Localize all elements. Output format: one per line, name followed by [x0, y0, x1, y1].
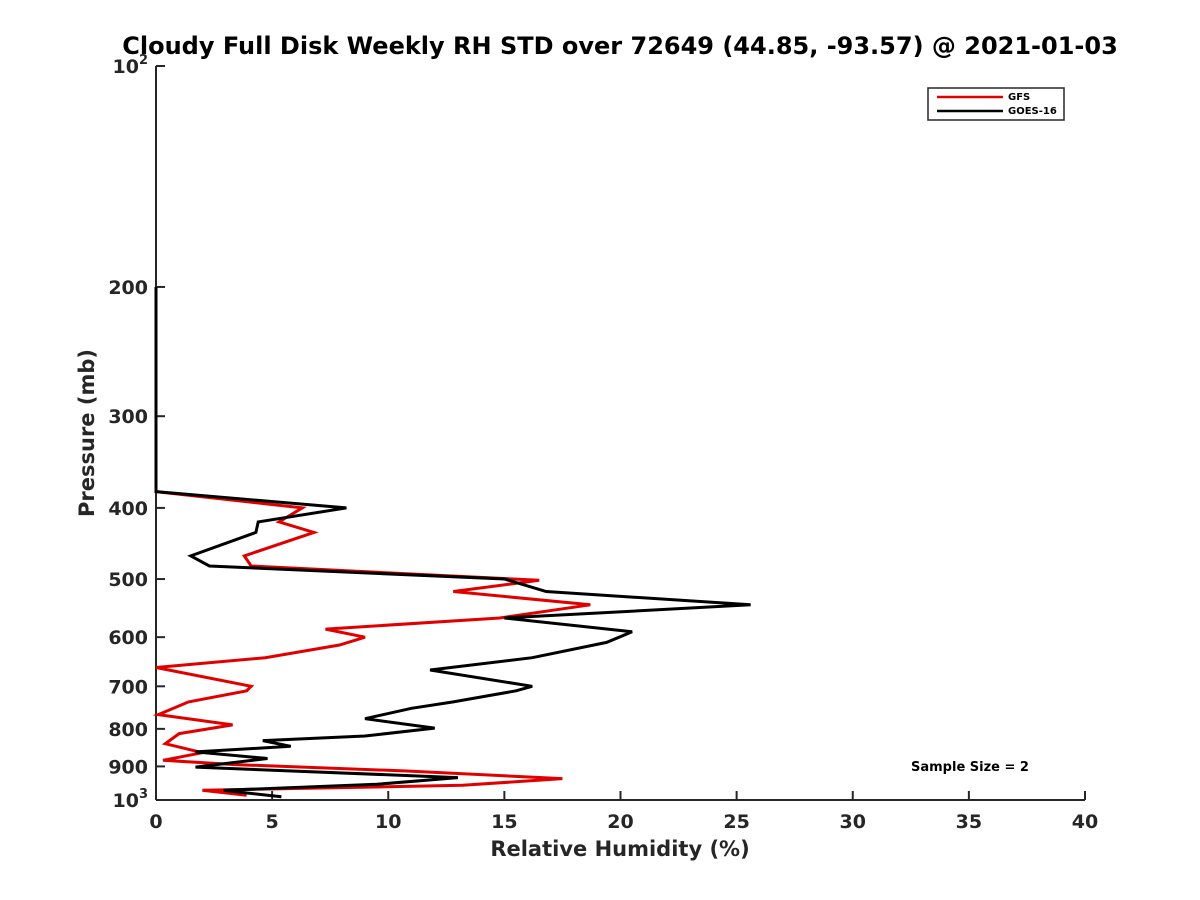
sample-size-annotation: Sample Size = 2 [911, 760, 1029, 775]
legend-label-gfs: GFS [1008, 92, 1030, 103]
y-tick-label-base: 10 [113, 56, 139, 78]
x-axis: 0 5 10 15 20 25 30 35 40 [149, 791, 1098, 833]
series-line-goes-16 [154, 287, 751, 799]
y-tick-label-base: 800 [108, 719, 148, 741]
y-tick-label: 103 [113, 787, 149, 812]
y-tick-label-base: 200 [108, 277, 148, 299]
y-tick-label: 400 [108, 498, 148, 520]
y-tick-label-base: 300 [108, 406, 148, 428]
y-tick-label: 900 [108, 756, 148, 778]
y-tick-label: 500 [108, 569, 148, 591]
x-axis-label: Relative Humidity (%) [490, 837, 749, 861]
y-axis-label: Pressure (mb) [75, 349, 99, 517]
series-layer [152, 287, 751, 799]
y-tick-label-base: 10 [113, 790, 139, 812]
x-tick-label: 15 [491, 811, 517, 833]
legend: GFS GOES-16 [927, 87, 1065, 121]
x-tick-label: 25 [723, 811, 749, 833]
y-tick-label-base: 900 [108, 756, 148, 778]
y-tick-label-base: 500 [108, 569, 148, 591]
y-tick-label: 300 [108, 406, 148, 428]
x-tick-group: 0 5 10 15 20 25 30 35 40 [149, 791, 1098, 833]
x-tick-label: 30 [840, 811, 866, 833]
x-tick-label: 20 [607, 811, 633, 833]
y-tick-label-base: 400 [108, 498, 148, 520]
y-tick-label-exponent: 3 [139, 787, 148, 802]
y-tick-label: 200 [108, 277, 148, 299]
y-tick-label-base: 700 [108, 676, 148, 698]
chart-title: Cloudy Full Disk Weekly RH STD over 7264… [122, 32, 1118, 60]
x-tick-label: 10 [375, 811, 401, 833]
legend-box [927, 87, 1065, 121]
y-tick-label-base: 600 [108, 627, 148, 649]
y-tick-label: 800 [108, 719, 148, 741]
x-tick-label: 35 [956, 811, 982, 833]
y-tick-label: 700 [108, 676, 148, 698]
y-tick-label: 600 [108, 627, 148, 649]
x-tick-label: 5 [266, 811, 279, 833]
y-tick-label-exponent: 2 [139, 53, 148, 68]
x-tick-label: 0 [149, 811, 162, 833]
y-tick-label: 102 [113, 53, 149, 78]
legend-label-goes16: GOES-16 [1008, 106, 1057, 117]
x-tick-label: 40 [1072, 811, 1098, 833]
